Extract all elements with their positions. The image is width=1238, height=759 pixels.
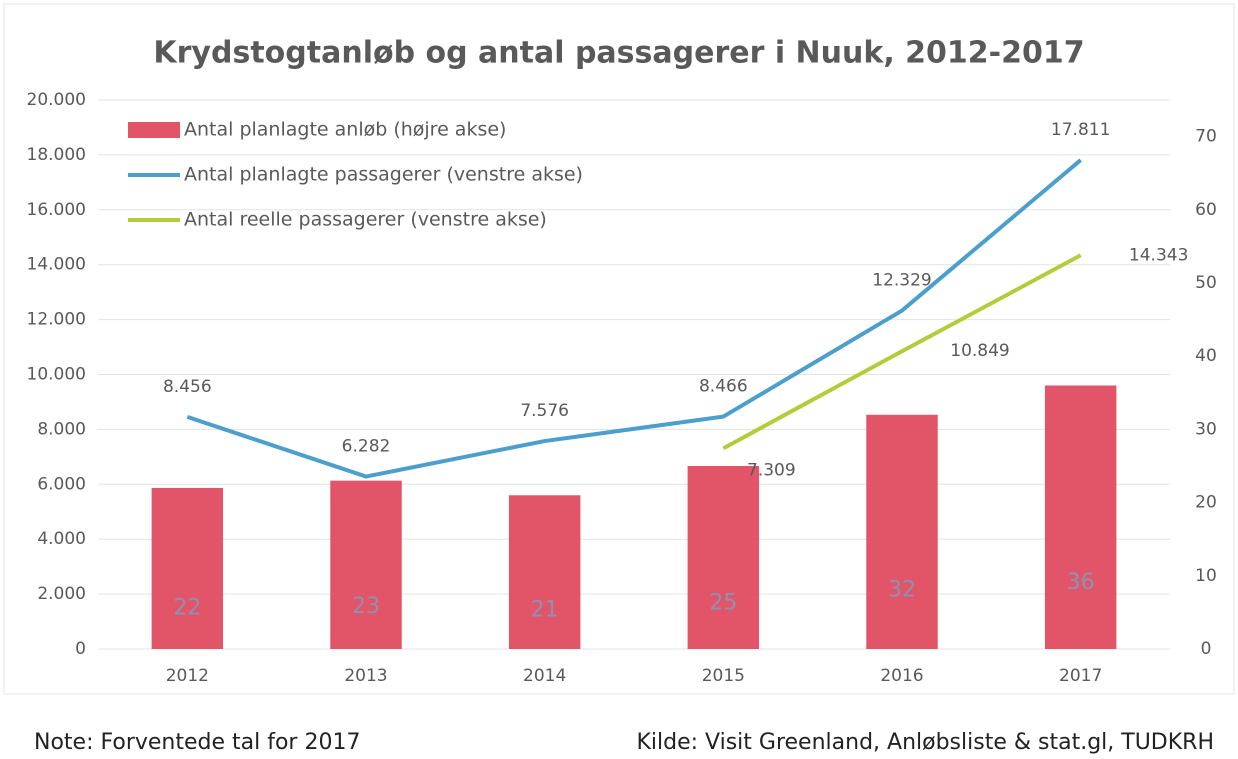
x-tick-label: 2016 [880,666,923,686]
x-tick-label: 2015 [702,666,745,686]
value-label: 6.282 [342,437,391,457]
y-tick-label: 0 [75,639,86,659]
line [722,253,1082,451]
y2-tick-label: 70 [1195,127,1217,147]
y-tick-label: 20.000 [27,90,86,110]
bar [1044,385,1117,649]
x-tick-label: 2017 [1059,666,1102,686]
bar [866,414,938,649]
bar [330,480,402,649]
bar-value-label: 25 [709,590,737,615]
bar-value-label: 32 [888,577,916,602]
value-label: 14.343 [1129,245,1188,265]
value-label: 10.849 [950,341,1009,361]
y2-tick-label: 20 [1195,493,1217,513]
y-tick-label: 2.000 [37,584,86,604]
y-tick-label: 16.000 [27,200,86,220]
bar [687,466,760,649]
y2-tick-label: 50 [1195,273,1217,293]
note: Note: Forventede tal for 2017 [34,730,360,755]
y-tick-label: 18.000 [27,145,86,165]
legend-label: Antal planlagte passagerer (venstre akse… [184,164,583,186]
y-tick-label: 4.000 [37,529,86,549]
line [186,158,1082,479]
y2-tick-label: 40 [1195,346,1217,366]
value-label: 17.811 [1051,120,1110,140]
chart-frame [3,3,1235,695]
value-label: 7.309 [747,460,796,480]
value-label: 7.576 [520,401,569,421]
y-tick-label: 8.000 [37,419,86,439]
value-label: 12.329 [872,271,931,291]
y-tick-label: 12.000 [27,310,86,330]
bar-value-label: 22 [173,596,201,621]
y-tick-label: 6.000 [37,474,86,494]
y-tick-label: 14.000 [27,255,86,275]
y-tick-label: 10.000 [27,365,86,385]
bar-value-label: 21 [531,598,559,623]
value-label: 8.456 [163,377,212,397]
y2-tick-label: 60 [1195,200,1217,220]
legend-label: Antal reelle passagerer (venstre akse) [184,209,547,231]
bar-value-label: 36 [1067,570,1095,595]
bar-value-label: 23 [352,594,380,619]
value-label: 8.466 [699,377,748,397]
y2-tick-label: 30 [1195,419,1217,439]
x-tick-label: 2013 [344,666,387,686]
x-tick-label: 2012 [166,666,209,686]
y2-tick-label: 0 [1201,639,1212,659]
chart-title: Krydstogtanløb og antal passagerer i Nuu… [153,36,1084,71]
bar [508,495,581,649]
source: Kilde: Visit Greenland, Anløbsliste & st… [636,730,1214,755]
y2-tick-label: 10 [1195,566,1217,586]
legend-swatch [128,122,180,138]
x-tick-label: 2014 [523,666,566,686]
legend-label: Antal planlagte anløb (højre akse) [184,119,506,141]
bar [151,487,224,649]
